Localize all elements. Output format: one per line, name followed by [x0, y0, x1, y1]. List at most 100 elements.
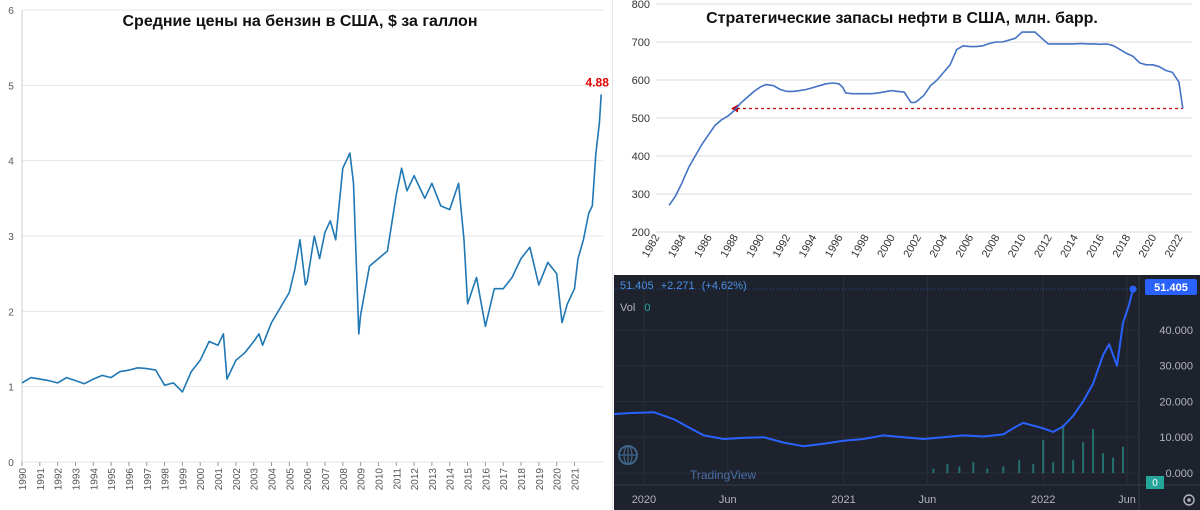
- chart-title: Стратегические запасы нефти в США, млн. …: [706, 10, 1098, 27]
- x-tick-label: 1990: [18, 468, 29, 491]
- y-tick-label: 300: [632, 189, 650, 201]
- x-tick-label: 2016: [1084, 233, 1107, 260]
- x-tick-label: 2004: [928, 233, 951, 260]
- x-tick-label: 1991: [36, 468, 47, 491]
- settings-gear-icon[interactable]: [1183, 494, 1195, 506]
- volume-bar: [1062, 424, 1065, 473]
- volume-bar: [1052, 462, 1055, 473]
- tradingview-chart[interactable]: 40.000 30.000 20.000 10.000 0.000 2020 Jun 202…: [614, 275, 1200, 510]
- x-tick-label: 1993: [71, 468, 82, 491]
- volume-bar: [986, 468, 989, 473]
- x-tick-label: 2021: [831, 494, 855, 506]
- y-tick-label: 0: [8, 458, 14, 469]
- x-tick-label: 1984: [666, 233, 689, 260]
- x-tick-label: 2006: [303, 468, 314, 491]
- x-tick-label: 2012: [1032, 233, 1055, 260]
- x-tick-label: 1996: [823, 233, 846, 260]
- x-tick-label: 2010: [374, 468, 385, 491]
- watermark-text: TradingView: [690, 468, 756, 482]
- x-tick-label: 2018: [1111, 233, 1134, 260]
- x-tick-label: 1998: [849, 232, 872, 259]
- gasoline-price-chart: 0 1 2 3 4 5 6 1990 1991 1992 1993 1994 1995 1996 1997…: [8, 0, 613, 510]
- price-series-line: [21, 94, 602, 393]
- tradingview-chart-svg: 40.000 30.000 20.000 10.000 0.000 2020 Jun 202…: [614, 275, 1200, 510]
- x-tick-label: 1995: [107, 468, 118, 491]
- last-price-label: 51.405: [1154, 282, 1188, 294]
- price-series-line: [614, 288, 1134, 448]
- x-tick-label: 2020: [553, 468, 564, 491]
- header-last: 51.405: [620, 280, 654, 292]
- volume-bar: [946, 464, 949, 473]
- volume-bar: [932, 468, 935, 473]
- x-tick-label: 1986: [692, 233, 715, 260]
- reserves-series-line: [668, 31, 1184, 206]
- y-tick-label: 4: [8, 157, 14, 168]
- x-tick-label: Jun: [919, 494, 937, 506]
- time-axis[interactable]: [614, 485, 1200, 510]
- x-tick-label: 2012: [410, 468, 421, 491]
- vol-badge-label: 0: [1152, 478, 1158, 489]
- volume-bar: [1082, 442, 1085, 473]
- x-tick-label: 2022: [1031, 494, 1055, 506]
- x-tick-label: 1998: [161, 468, 172, 491]
- x-tick-label: 2017: [499, 468, 510, 491]
- x-tick-label: 2002: [232, 468, 243, 491]
- x-tick-label: Jun: [719, 494, 737, 506]
- volume-bar: [972, 462, 975, 473]
- x-tick-label: 2007: [321, 468, 332, 491]
- y-tick-label: 1: [8, 383, 14, 394]
- x-tick-label: 2010: [1006, 233, 1029, 260]
- x-tick-label: 2021: [570, 468, 581, 491]
- y-tick-label: 500: [632, 113, 650, 125]
- header-text: 51.405 +2.271 (+4.62%): [620, 280, 747, 292]
- x-tick-label: 2020: [1137, 233, 1160, 260]
- x-tick-label: 1996: [125, 468, 136, 491]
- x-tick-label: 2016: [481, 468, 492, 491]
- volume-bar: [1018, 459, 1021, 473]
- x-tick-label: 2018: [517, 468, 528, 491]
- x-tick-label: 1997: [143, 468, 154, 491]
- volume-bar: [1032, 464, 1035, 473]
- y-tick-label: 30.000: [1159, 361, 1193, 373]
- x-tick-label: 2003: [250, 468, 261, 491]
- vol-value: 0: [644, 302, 650, 314]
- tradingview-logo-icon: [618, 445, 638, 465]
- x-tick-label: 1999: [178, 468, 189, 491]
- y-tick-label: 700: [632, 37, 650, 49]
- x-tick-label: 1992: [771, 233, 794, 260]
- volume-bar: [958, 466, 961, 473]
- x-tick-label: 2005: [285, 468, 296, 491]
- vol-badge: 0: [1146, 476, 1164, 489]
- last-value-label: 4.88: [586, 75, 610, 89]
- x-tick-label: 2019: [535, 468, 546, 491]
- x-tick-label: 1992: [54, 468, 65, 491]
- x-tick-label: 2008: [339, 468, 350, 491]
- x-tick-label: 2002: [901, 233, 924, 260]
- last-price-badge: 51.405: [1145, 279, 1197, 295]
- x-tick-label: 1990: [745, 233, 768, 260]
- x-tick-label: 1994: [89, 468, 100, 491]
- x-tick-label: 1988: [718, 233, 741, 260]
- x-tick-label: 2000: [196, 468, 207, 491]
- x-tick-label: 2000: [875, 233, 898, 260]
- y-tick-label: 40.000: [1159, 325, 1193, 337]
- volume-bar: [1112, 457, 1115, 473]
- y-tick-label: 800: [632, 0, 650, 11]
- vol-label: Vol: [620, 302, 635, 314]
- volume-bar: [1122, 446, 1125, 473]
- x-tick-label: 2020: [632, 494, 656, 506]
- header-change-pct: (+4.62%): [702, 280, 747, 292]
- chart-title: Средние цены на бензин в США, $ за галло…: [123, 13, 478, 30]
- volume-bar: [1042, 440, 1045, 473]
- x-tick-label: 2001: [214, 468, 225, 491]
- y-tick-label: 5: [8, 81, 14, 92]
- y-tick-label: 20.000: [1159, 396, 1193, 408]
- x-tick-label: 2004: [268, 468, 279, 491]
- gasoline-price-chart-svg: 0 1 2 3 4 5 6 1990 1991 1992 1993 1994 1995 1996 1997…: [8, 6, 610, 491]
- y-tick-label: 400: [632, 151, 650, 163]
- y-tick-label: 200: [632, 227, 650, 239]
- y-tick-label: 6: [8, 6, 14, 17]
- header-change: +2.271: [661, 280, 695, 292]
- y-tick-label: 0.000: [1165, 468, 1193, 480]
